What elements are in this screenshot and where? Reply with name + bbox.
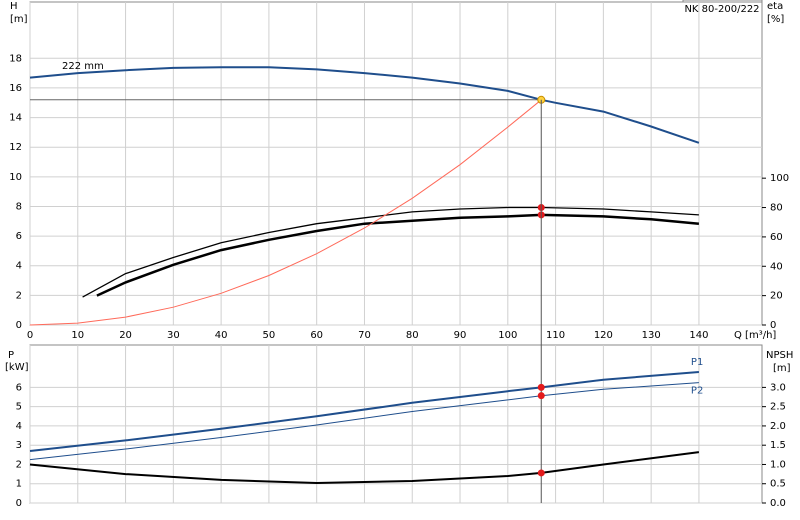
plot-area bbox=[29, 344, 763, 504]
y2-tick-label: 40 bbox=[770, 261, 783, 272]
x-tick-label: 100 bbox=[498, 330, 517, 341]
series-line bbox=[29, 371, 699, 452]
y2-tick-label: 0 bbox=[770, 320, 776, 331]
y2-tick-label: 1.0 bbox=[770, 459, 786, 470]
y-tick-label: 6 bbox=[16, 382, 22, 393]
y-axis-label: H bbox=[10, 1, 18, 12]
series-line bbox=[96, 213, 700, 297]
y-tick-label: 4 bbox=[16, 421, 22, 432]
x-tick-label: 80 bbox=[406, 330, 419, 341]
x-tick-label: 120 bbox=[594, 330, 613, 341]
x-tick-label: 30 bbox=[167, 330, 180, 341]
x-tick-label: 70 bbox=[358, 330, 371, 341]
duty-point bbox=[537, 383, 545, 391]
y-tick-label: 10 bbox=[9, 172, 22, 183]
x-tick-label: 140 bbox=[689, 330, 708, 341]
x-tick-label: 90 bbox=[454, 330, 467, 341]
y2-tick-label: 2.0 bbox=[770, 421, 786, 432]
y-tick-label: 14 bbox=[9, 113, 22, 124]
x-tick-label: 0 bbox=[27, 330, 33, 341]
y2-axis-unit: [m] bbox=[773, 363, 791, 374]
y2-tick-label: 80 bbox=[770, 203, 783, 214]
x-tick-label: 110 bbox=[546, 330, 565, 341]
y-tick-label: 0 bbox=[16, 498, 22, 509]
series-line bbox=[29, 382, 699, 461]
series-line bbox=[29, 451, 700, 485]
plot-area bbox=[29, 1, 763, 326]
y-axis-unit: [m] bbox=[10, 14, 28, 25]
y2-tick-label: 0.0 bbox=[770, 498, 786, 509]
y-tick-label: 0 bbox=[16, 320, 22, 331]
y-tick-label: 1 bbox=[16, 479, 22, 490]
y2-tick-label: 3.0 bbox=[770, 382, 786, 393]
x-axis-label: Q [m³/h] bbox=[734, 330, 776, 341]
y2-tick-label: 100 bbox=[770, 173, 789, 184]
y-tick-label: 4 bbox=[16, 261, 22, 272]
series-line bbox=[82, 206, 699, 298]
y-tick-label: 18 bbox=[9, 53, 22, 64]
series-label: P2 bbox=[691, 386, 703, 397]
y2-tick-label: 0.5 bbox=[770, 479, 786, 490]
x-tick-label: 10 bbox=[71, 330, 84, 341]
y-tick-label: 2 bbox=[16, 459, 22, 470]
y2-tick-label: 20 bbox=[770, 291, 783, 302]
y-tick-label: 12 bbox=[9, 142, 22, 153]
y-tick-label: 3 bbox=[16, 440, 22, 451]
annotation: 222 mm bbox=[62, 61, 104, 72]
y2-tick-label: 60 bbox=[770, 232, 783, 243]
y-axis-unit: [kW] bbox=[5, 362, 29, 373]
y2-axis-label: eta bbox=[767, 1, 783, 12]
y-tick-label: 5 bbox=[16, 402, 22, 413]
x-tick-label: 130 bbox=[642, 330, 661, 341]
series-line bbox=[29, 99, 542, 326]
y2-tick-label: 2.5 bbox=[770, 402, 786, 413]
y-tick-label: 2 bbox=[16, 290, 22, 301]
x-tick-label: 50 bbox=[263, 330, 276, 341]
duty-point bbox=[537, 392, 545, 400]
series-label: P1 bbox=[691, 357, 703, 368]
y-tick-label: 8 bbox=[16, 201, 22, 212]
y-tick-label: 6 bbox=[16, 231, 22, 242]
x-tick-label: 60 bbox=[310, 330, 323, 341]
x-tick-label: 20 bbox=[119, 330, 132, 341]
y-axis-label: P bbox=[8, 350, 14, 361]
duty-point bbox=[537, 469, 545, 477]
series-line bbox=[29, 66, 700, 144]
y2-axis-label: NPSH bbox=[766, 350, 793, 361]
y2-axis-unit: [%] bbox=[767, 14, 784, 25]
y-tick-label: 16 bbox=[9, 83, 22, 94]
y2-tick-label: 1.5 bbox=[770, 440, 786, 451]
chart-title: NK 80-200/222 bbox=[684, 4, 759, 15]
x-tick-label: 40 bbox=[215, 330, 228, 341]
